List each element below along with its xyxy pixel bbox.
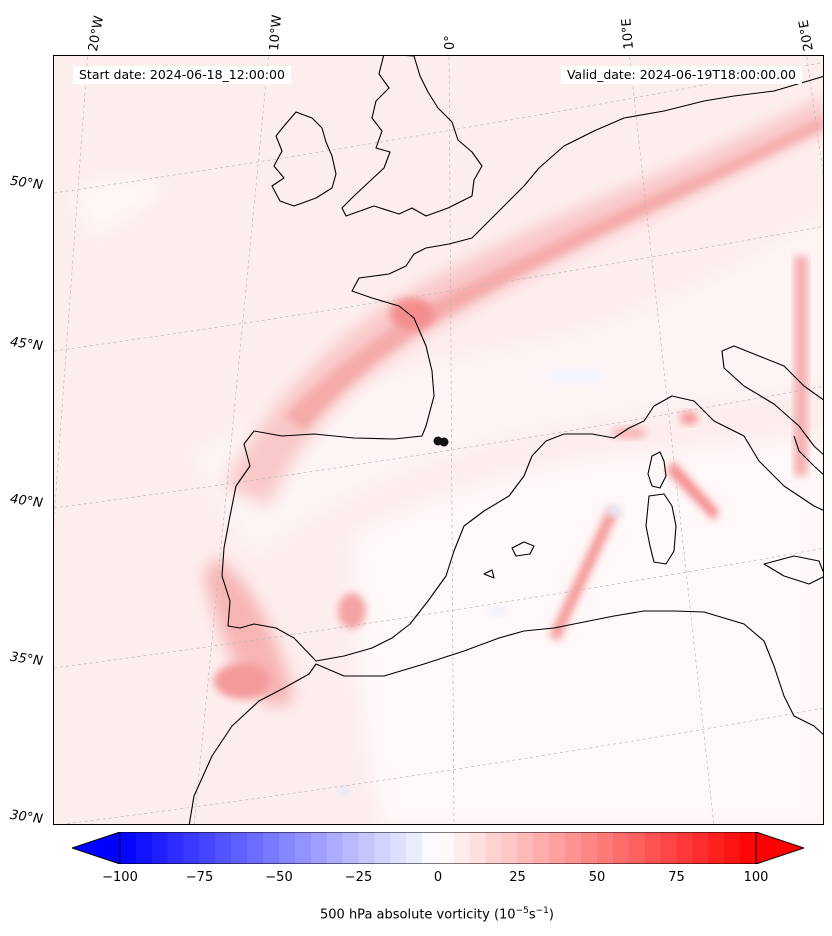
start-date-label: Start date: 2024-06-18_12:00:00 <box>73 66 291 84</box>
lon-label-10w: 10°W <box>267 14 286 52</box>
balearic-ibiza <box>483 569 495 579</box>
colorbar-tick: 100 <box>743 870 769 885</box>
colorbar-swatch <box>549 832 566 864</box>
colorbar-swatch <box>485 832 503 864</box>
coastlines <box>188 56 823 824</box>
location-marker <box>433 436 449 447</box>
colorbar-tick: −100 <box>102 870 138 885</box>
colorbar-swatch <box>120 832 137 864</box>
map-panel[interactable] <box>53 55 824 825</box>
colorbar-swatch <box>597 832 614 864</box>
colorbar-swatch <box>342 832 360 864</box>
colorbar-tick: 50 <box>588 870 606 885</box>
colorbar-swatch <box>422 832 439 864</box>
lat-label-40n: 40°N <box>9 491 44 512</box>
colorbar-swatch <box>612 832 630 864</box>
colorbar-swatch <box>501 832 519 864</box>
colorbar-swatch <box>406 832 423 864</box>
colorbar-extend-min <box>72 832 121 864</box>
colorbar-swatch <box>660 832 678 864</box>
colorbar-swatch <box>215 832 232 864</box>
lon-label-10e: 10°E <box>619 17 637 51</box>
colorbar-swatch <box>279 832 296 864</box>
colorbar-outline <box>119 832 757 864</box>
lat-label-50n: 50°N <box>9 173 44 194</box>
valid-date-label: Valid_date: 2024-06-19T18:00:00.00 <box>560 66 802 84</box>
colorbar-swatch <box>263 832 280 864</box>
lon-label-0: 0° <box>443 35 458 50</box>
colorbar-swatch <box>453 832 471 864</box>
colorbar-tick: −75 <box>185 870 214 885</box>
colorbar-swatch <box>167 832 185 864</box>
colorbar-swatch <box>628 832 646 864</box>
colorbar-swatch <box>358 832 375 864</box>
africa-coast <box>188 610 823 824</box>
ireland-coast <box>271 111 337 207</box>
sicily-coast <box>763 555 823 585</box>
adriatic-east-coast <box>793 435 823 475</box>
colorbar-swatch <box>247 832 264 864</box>
colorbar-swatch <box>565 832 582 864</box>
colorbar-swatch <box>183 832 201 864</box>
vorticity-field <box>54 56 823 824</box>
colorbar-swatch <box>533 832 550 864</box>
colorbar-swatch <box>708 832 725 864</box>
colorbar-swatch <box>326 832 344 864</box>
colorbar-swatch <box>469 832 487 864</box>
lon-label-20e: 20°E <box>796 18 817 53</box>
colorbar-swatch <box>517 832 534 864</box>
colorbar-swatch <box>390 832 407 864</box>
colorbar-swatches <box>120 832 757 864</box>
great-britain-coast <box>341 56 483 217</box>
lat-label-30n: 30°N <box>9 807 44 828</box>
colorbar-swatch <box>374 832 391 864</box>
lat-label-45n: 45°N <box>9 334 44 355</box>
lon-label-20w: 20°W <box>86 14 108 53</box>
colorbar-swatch <box>676 832 693 864</box>
colorbar-tick: 75 <box>668 870 685 885</box>
colorbar-label: 500 hPa absolute vorticity (10−5s−1) <box>320 906 554 923</box>
colorbar-swatch <box>438 832 455 864</box>
balearic-mallorca <box>511 541 535 557</box>
colorbar-swatch <box>231 832 248 864</box>
colorbar-tick: 0 <box>433 870 443 885</box>
colorbar-swatch <box>724 832 741 864</box>
graticule <box>54 56 823 824</box>
colorbar-swatch <box>135 832 153 864</box>
vorticity-map <box>54 56 823 824</box>
colorbar-swatch <box>581 832 598 864</box>
colorbar-tick: −50 <box>265 870 293 885</box>
colorbar-tick: 25 <box>509 870 526 885</box>
colorbar <box>72 832 804 864</box>
colorbar-swatch <box>151 832 169 864</box>
italy-adriatic-coast <box>721 345 823 455</box>
corsica-coast <box>647 451 667 489</box>
colorbar-swatch <box>740 832 757 864</box>
europe-coast <box>221 76 823 662</box>
lat-label-35n: 35°N <box>9 649 44 670</box>
colorbar-tick: −25 <box>344 870 373 885</box>
colorbar-extend-max <box>755 832 804 864</box>
colorbar-swatch <box>692 832 709 864</box>
colorbar-swatch <box>310 832 328 864</box>
colorbar-swatch <box>644 832 662 864</box>
colorbar-swatch <box>199 832 216 864</box>
colorbar-swatch <box>294 832 312 864</box>
sardinia-coast <box>645 493 677 565</box>
